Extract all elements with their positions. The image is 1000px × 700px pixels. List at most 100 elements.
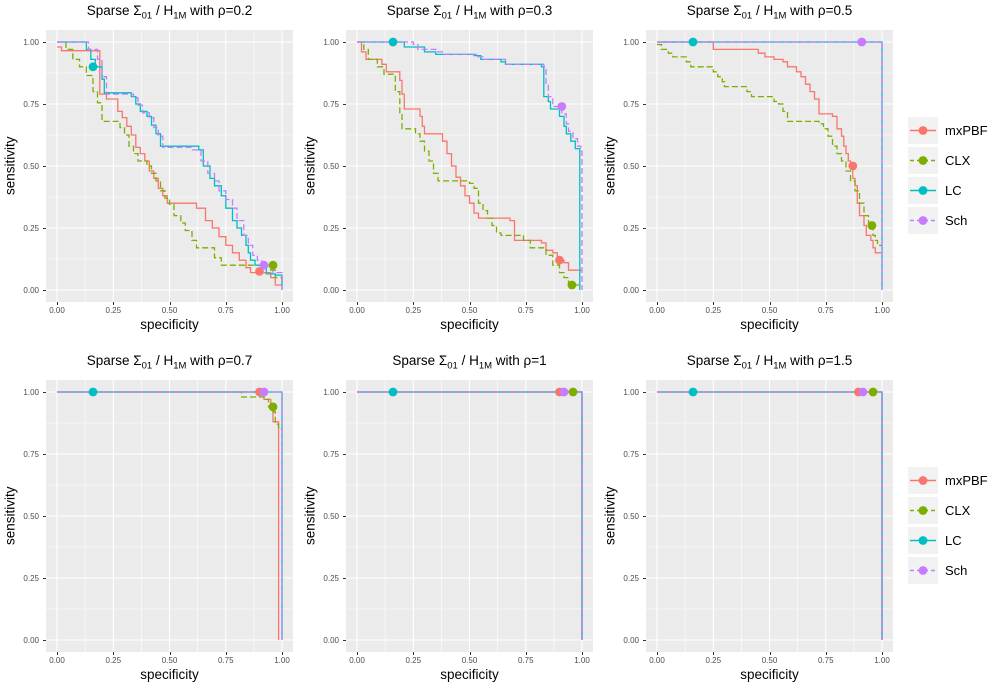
plot-svg [46, 30, 293, 302]
legend-item-Sch: Sch [908, 206, 968, 234]
y-tick-mark [343, 578, 346, 579]
series-marker-LC [688, 37, 698, 47]
x-tick-mark [769, 652, 771, 655]
y-tick-mark [343, 290, 346, 291]
y-tick-label: 0.50 [23, 162, 39, 171]
title-text: / H [152, 353, 174, 368]
x-tick-mark [225, 652, 227, 655]
x-tick-mark [57, 302, 58, 305]
series-marker-CLX [867, 221, 877, 230]
y-tick-mark [343, 228, 346, 229]
plot-panel [646, 30, 893, 302]
x-tick-mark [525, 652, 527, 655]
series-line-Sch [657, 391, 883, 640]
title-text: Sparse Σ [686, 353, 742, 368]
series-line-mxPBF [657, 41, 882, 254]
x-tick-label: 0.75 [818, 306, 834, 315]
legend-label: Sch [945, 562, 968, 578]
legend-key-glyph [910, 565, 936, 575]
x-tick-mark [413, 302, 415, 305]
title-text: with ρ=1 [492, 353, 547, 368]
x-tick-mark [413, 652, 415, 655]
y-tick-label: 0.25 [323, 224, 339, 233]
y-tick-mark [343, 454, 346, 455]
legend-item-mxPBF: mxPBF [908, 116, 988, 144]
legend-item-CLX: CLX [908, 496, 970, 524]
series-line-Sch [57, 391, 283, 640]
legend-label: LC [945, 532, 962, 548]
x-tick-label: 0.50 [161, 656, 178, 665]
series-marker-LC [388, 37, 398, 47]
x-tick-label: 0.25 [705, 656, 722, 665]
title-text: with ρ=0.3 [486, 3, 553, 18]
x-tick-mark [882, 652, 883, 655]
x-tick-label: 1.00 [274, 656, 290, 665]
x-tick-mark [825, 302, 827, 305]
series-marker-CLX [567, 280, 577, 290]
chart-panel: Sparse Σ01 / H1M with ρ=1.5 sensitivity sp… [600, 350, 900, 700]
x-tick-label: 1.00 [874, 306, 890, 315]
x-tick-label: 0.00 [349, 306, 365, 315]
series-line-CLX [357, 41, 582, 286]
series-line-CLX [57, 41, 283, 283]
plot-svg [346, 380, 593, 652]
chart-title: Sparse Σ01 / H1M with ρ=1 [346, 353, 593, 372]
legend-item-LC: LC [908, 526, 962, 554]
legend: mxPBF CLX LC Sch [900, 0, 1000, 350]
x-tick-label: 0.25 [405, 306, 422, 315]
x-axis-title: specificity [440, 667, 499, 682]
legend-label: LC [945, 182, 962, 198]
chart-title: Sparse Σ01 / H1M with ρ=0.7 [46, 353, 293, 372]
y-tick-mark [343, 392, 346, 393]
x-tick-label: 0.00 [49, 656, 65, 665]
title-text: Sparse Σ [86, 353, 142, 368]
legend-item-Sch: Sch [908, 556, 968, 584]
y-tick-label: 0.00 [23, 636, 39, 645]
x-tick-mark [113, 652, 115, 655]
x-tick-mark [282, 302, 283, 305]
series-marker-mxPBF [255, 267, 264, 276]
x-axis-title: specificity [740, 667, 799, 682]
y-tick-mark [643, 392, 646, 393]
y-tick-mark [643, 290, 646, 291]
series-marker-LC [88, 387, 98, 397]
title-text: / H [152, 3, 174, 18]
x-tick-mark [282, 652, 283, 655]
x-axis-title: specificity [740, 317, 799, 332]
plot-panel [46, 30, 293, 302]
y-tick-mark [343, 640, 346, 641]
title-subscript: 01 [741, 10, 753, 22]
series-marker-mxPBF [555, 255, 564, 265]
title-text: Sparse Σ [686, 3, 742, 18]
y-tick-mark [643, 104, 646, 105]
x-tick-mark [357, 652, 358, 655]
x-tick-label: 0.75 [218, 656, 234, 665]
y-tick-mark [343, 104, 346, 105]
legend: mxPBF CLX LC Sch [900, 350, 1000, 700]
title-subscript: 01 [441, 10, 453, 22]
plot-panel [346, 30, 593, 302]
y-tick-label: 0.50 [623, 512, 639, 521]
series-line-mxPBF [57, 46, 282, 286]
title-subscript: 01 [141, 10, 153, 22]
x-tick-label: 1.00 [574, 656, 590, 665]
chart-panel: Sparse Σ01 / H1M with ρ=1 sensitivity spec… [300, 350, 600, 700]
y-tick-mark [643, 578, 646, 579]
legend-key [908, 206, 938, 234]
series-marker-CLX [568, 387, 578, 397]
y-tick-mark [43, 516, 46, 517]
legend-label: Sch [945, 212, 968, 228]
x-tick-mark [657, 652, 658, 655]
legend-dot [918, 505, 928, 515]
x-tick-mark [357, 302, 358, 305]
legend-label: mxPBF [945, 122, 988, 138]
series-marker-Sch [259, 387, 269, 397]
y-tick-label: 0.75 [323, 450, 339, 459]
legend-dot [918, 565, 928, 575]
title-text: with ρ=0.5 [786, 3, 853, 18]
y-tick-label: 0.75 [323, 100, 339, 109]
x-tick-label: 0.50 [761, 656, 778, 665]
x-tick-label: 0.75 [218, 306, 234, 315]
y-tick-mark [643, 454, 646, 455]
